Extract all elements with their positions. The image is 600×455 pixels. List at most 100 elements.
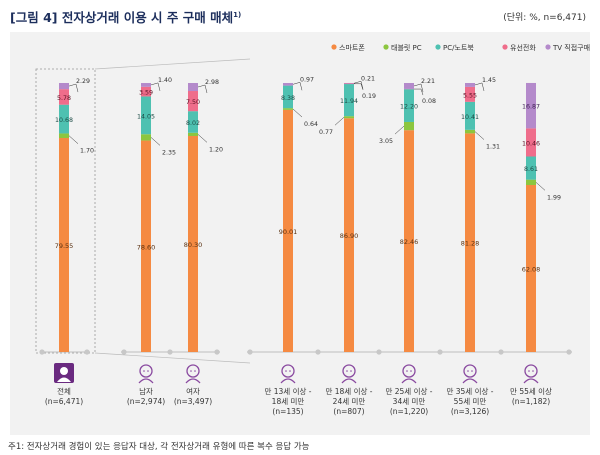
data-label-tablet: 0.64	[304, 121, 318, 128]
highlight-guide-line	[94, 58, 251, 70]
category-n-label: (n=3,126)	[451, 407, 489, 416]
data-label-wired: 5.78	[57, 95, 71, 102]
category-label: 34세 미만	[393, 397, 426, 406]
baseline-dot	[437, 349, 443, 355]
category-n-label: (n=1,220)	[390, 407, 428, 416]
male-person-icon	[139, 364, 153, 378]
legend-marker-pc	[435, 44, 441, 50]
category-label: 만 13세 이상 -	[264, 386, 311, 396]
icon-eye	[289, 370, 291, 372]
data-label-smartphone: 62.08	[522, 266, 541, 274]
category-n-label: (n=6,471)	[45, 397, 83, 406]
category-label: 만 18세 이상 -	[325, 386, 372, 396]
callout-line	[535, 182, 546, 191]
category-label: 24세 미만	[333, 397, 366, 406]
category-label: 만 25세 이상 -	[385, 386, 432, 396]
bar-segment-tablet	[526, 179, 536, 186]
category-n-label: (n=1,182)	[512, 397, 550, 406]
data-label-smartphone: 82.46	[400, 238, 419, 246]
bar-segment-pc	[465, 101, 475, 130]
data-label-tablet: 1.99	[547, 194, 561, 201]
legend-label-tablet: 태블릿 PC	[391, 43, 422, 52]
icon-shoulders	[401, 378, 417, 384]
baseline-dot	[498, 349, 504, 355]
bar-segment-pc	[404, 89, 414, 122]
bar-segment-wired	[465, 86, 475, 102]
category-n-label: (n=807)	[333, 407, 364, 416]
data-label-wired: 0.08	[422, 98, 436, 105]
callout-line	[68, 135, 79, 144]
data-label-tv: 2.98	[205, 79, 219, 86]
icon-eye	[147, 370, 149, 372]
bar-segment-tv	[283, 83, 293, 86]
data-label-pc: 10.68	[55, 117, 73, 124]
icon-shoulders	[185, 378, 201, 384]
data-label-smartphone: 79.55	[55, 242, 74, 250]
icon-eye	[285, 370, 287, 372]
bar-segment-smartphone	[59, 138, 69, 352]
category-n-label: (n=3,497)	[174, 397, 212, 406]
callout-line	[474, 82, 485, 92]
callout-line	[150, 137, 161, 146]
bar-segment-wired	[141, 86, 151, 97]
data-label-tablet: 0.77	[319, 129, 333, 136]
legend-marker-tablet	[383, 44, 389, 50]
category-label: 55세 미만	[454, 397, 487, 406]
legend-label-wired: 유선전화	[510, 43, 536, 52]
legend-label-pc: PC/노트북	[443, 44, 474, 52]
category-n-label: (n=2,974)	[127, 397, 165, 406]
icon-eye	[410, 370, 412, 372]
data-label-pc: 12.20	[400, 104, 418, 111]
bar-segment-tv	[59, 83, 69, 90]
figure-footnote: 주1: 전자상거래 경험이 있는 응답자 대상, 각 전자상거래 유형에 따른 …	[8, 442, 310, 452]
data-label-tablet: 1.31	[486, 144, 500, 151]
category-label: 남자	[139, 387, 153, 396]
bar-segment-tablet	[344, 116, 354, 119]
callout-line	[150, 82, 161, 91]
icon-head	[60, 367, 68, 375]
icon-eye	[143, 370, 145, 372]
bar-segment-tv	[141, 83, 151, 87]
bar-segment-pc	[59, 104, 69, 134]
icon-shoulders	[280, 378, 296, 384]
callout-line	[68, 83, 79, 93]
bar-segment-wired	[526, 128, 536, 157]
data-label-smartphone: 78.60	[137, 243, 156, 251]
icon-shoulders	[341, 378, 357, 384]
figure-title: [그림 4] 전자상거래 이용 시 주 구매 매체1)	[10, 7, 241, 26]
category-label: 여자	[186, 386, 200, 396]
callout-line	[292, 108, 303, 118]
bar-segment-smartphone	[141, 140, 151, 352]
category-label: 전체	[57, 386, 71, 396]
callout-line	[334, 117, 345, 126]
baseline-dot	[247, 349, 253, 355]
callout-line	[353, 80, 364, 90]
baseline-dot	[315, 349, 321, 355]
callout-line	[197, 84, 208, 94]
bar-segment-tv	[465, 83, 475, 87]
data-label-pc: 8.38	[281, 95, 295, 102]
bar-segment-tv	[344, 82, 354, 84]
bar-segment-tablet	[465, 129, 475, 134]
icon-shoulders	[523, 378, 539, 384]
category-label: 18세 미만	[272, 397, 305, 406]
figure-title-text: 전자상거래 이용 시 주 구매 매체	[61, 10, 234, 25]
data-label-smartphone: 86.90	[340, 232, 359, 240]
category-label: 만 55세 이상	[510, 386, 552, 396]
icon-body	[57, 377, 71, 382]
chart-panel	[10, 32, 590, 435]
senior-face-icon	[524, 364, 538, 378]
bar-segment-pc	[188, 111, 198, 133]
bar-segment-smartphone	[344, 118, 354, 352]
bar-segment-tablet	[404, 121, 414, 131]
bar-segment-wired	[344, 83, 354, 85]
bar-segment-wired	[59, 89, 69, 105]
bar-segment-smartphone	[404, 130, 414, 352]
bar-segment-smartphone	[283, 109, 293, 352]
data-label-wired: 0.19	[362, 93, 376, 100]
data-label-pc: 8.61	[524, 166, 538, 173]
baseline-dot	[84, 349, 90, 355]
highlight-guide-line	[94, 352, 251, 364]
icon-eye	[528, 370, 530, 372]
